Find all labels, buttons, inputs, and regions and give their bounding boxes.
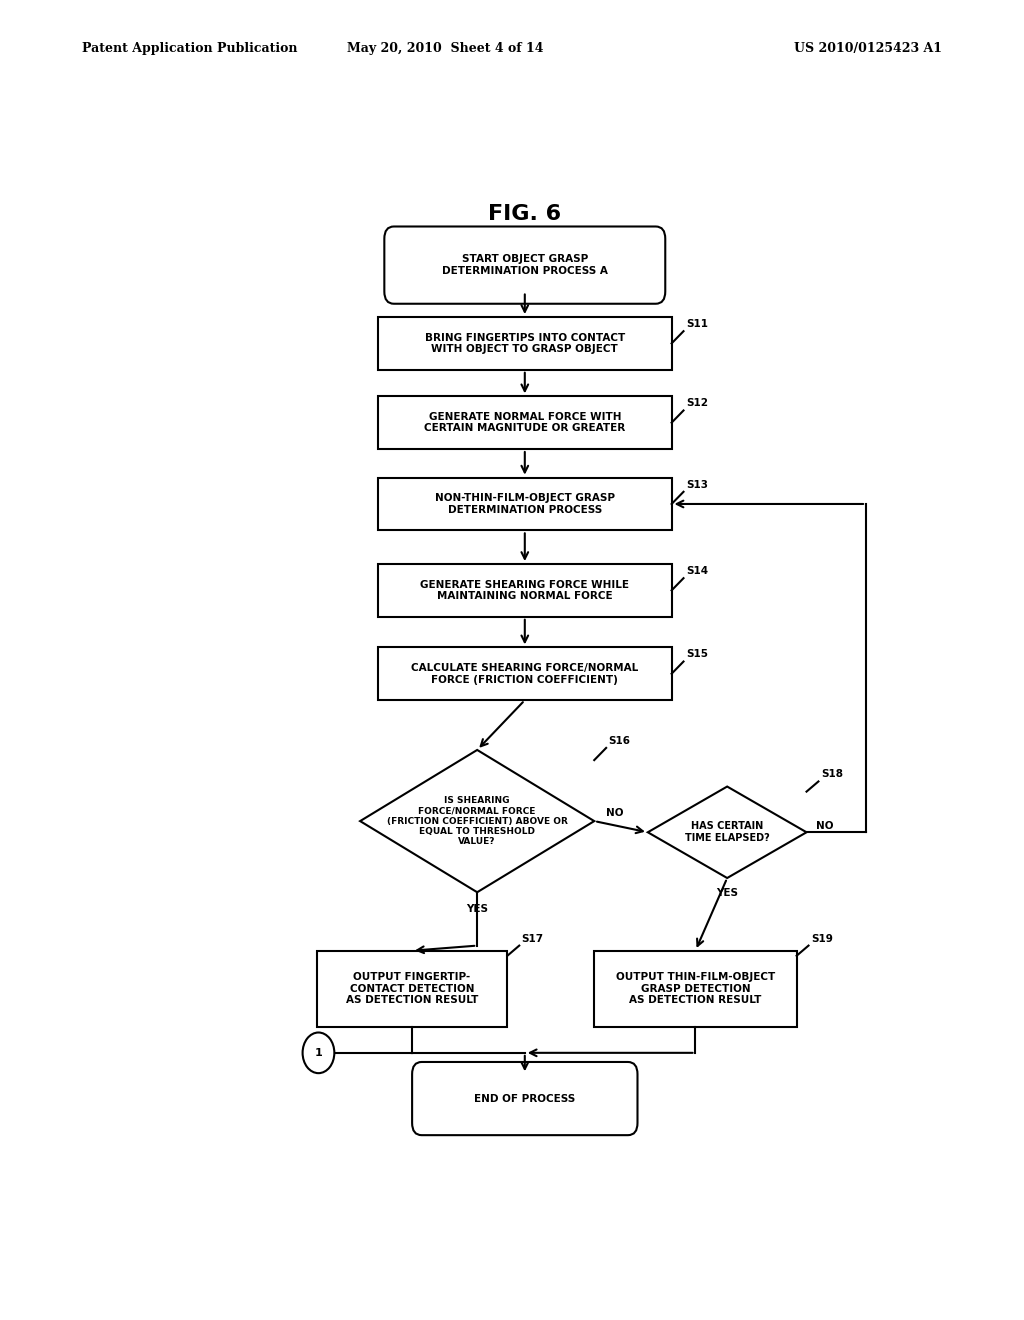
Bar — [378, 478, 672, 531]
Bar — [378, 564, 672, 616]
Bar — [378, 396, 672, 449]
Text: NON-THIN-FILM-OBJECT GRASP
DETERMINATION PROCESS: NON-THIN-FILM-OBJECT GRASP DETERMINATION… — [435, 494, 614, 515]
Polygon shape — [360, 750, 594, 892]
Text: S19: S19 — [811, 933, 833, 944]
Text: S15: S15 — [686, 649, 708, 660]
Text: OUTPUT THIN-FILM-OBJECT
GRASP DETECTION
AS DETECTION RESULT: OUTPUT THIN-FILM-OBJECT GRASP DETECTION … — [615, 973, 775, 1006]
Text: S16: S16 — [608, 735, 631, 746]
Text: Patent Application Publication: Patent Application Publication — [82, 42, 297, 55]
Text: FIG. 6: FIG. 6 — [488, 205, 561, 224]
Text: S18: S18 — [821, 770, 843, 779]
Text: May 20, 2010  Sheet 4 of 14: May 20, 2010 Sheet 4 of 14 — [347, 42, 544, 55]
Polygon shape — [648, 787, 807, 878]
Text: S14: S14 — [686, 566, 708, 576]
Text: HAS CERTAIN
TIME ELAPSED?: HAS CERTAIN TIME ELAPSED? — [685, 821, 770, 843]
FancyBboxPatch shape — [412, 1063, 638, 1135]
Text: NO: NO — [606, 808, 624, 818]
Text: 1: 1 — [314, 1048, 323, 1057]
Text: IS SHEARING
FORCE/NORMAL FORCE
(FRICTION COEFFICIENT) ABOVE OR
EQUAL TO THRESHOL: IS SHEARING FORCE/NORMAL FORCE (FRICTION… — [387, 796, 567, 846]
Text: YES: YES — [716, 888, 738, 898]
Text: S12: S12 — [686, 399, 708, 408]
FancyBboxPatch shape — [384, 227, 666, 304]
Bar — [316, 950, 507, 1027]
Text: CALCULATE SHEARING FORCE/NORMAL
FORCE (FRICTION COEFFICIENT): CALCULATE SHEARING FORCE/NORMAL FORCE (F… — [412, 663, 638, 685]
Bar — [594, 950, 797, 1027]
Text: GENERATE NORMAL FORCE WITH
CERTAIN MAGNITUDE OR GREATER: GENERATE NORMAL FORCE WITH CERTAIN MAGNI… — [424, 412, 626, 433]
Text: BRING FINGERTIPS INTO CONTACT
WITH OBJECT TO GRASP OBJECT: BRING FINGERTIPS INTO CONTACT WITH OBJEC… — [425, 333, 625, 354]
Text: US 2010/0125423 A1: US 2010/0125423 A1 — [794, 42, 942, 55]
Circle shape — [303, 1032, 334, 1073]
Text: S13: S13 — [686, 479, 708, 490]
Bar — [378, 647, 672, 700]
Text: GENERATE SHEARING FORCE WHILE
MAINTAINING NORMAL FORCE: GENERATE SHEARING FORCE WHILE MAINTAININ… — [420, 579, 630, 601]
Text: S17: S17 — [521, 933, 544, 944]
Text: YES: YES — [466, 904, 488, 915]
Text: NO: NO — [816, 821, 834, 832]
Bar — [378, 317, 672, 370]
Text: START OBJECT GRASP
DETERMINATION PROCESS A: START OBJECT GRASP DETERMINATION PROCESS… — [442, 255, 607, 276]
Text: END OF PROCESS: END OF PROCESS — [474, 1093, 575, 1104]
Text: S11: S11 — [686, 319, 708, 329]
Text: OUTPUT FINGERTIP-
CONTACT DETECTION
AS DETECTION RESULT: OUTPUT FINGERTIP- CONTACT DETECTION AS D… — [346, 973, 478, 1006]
